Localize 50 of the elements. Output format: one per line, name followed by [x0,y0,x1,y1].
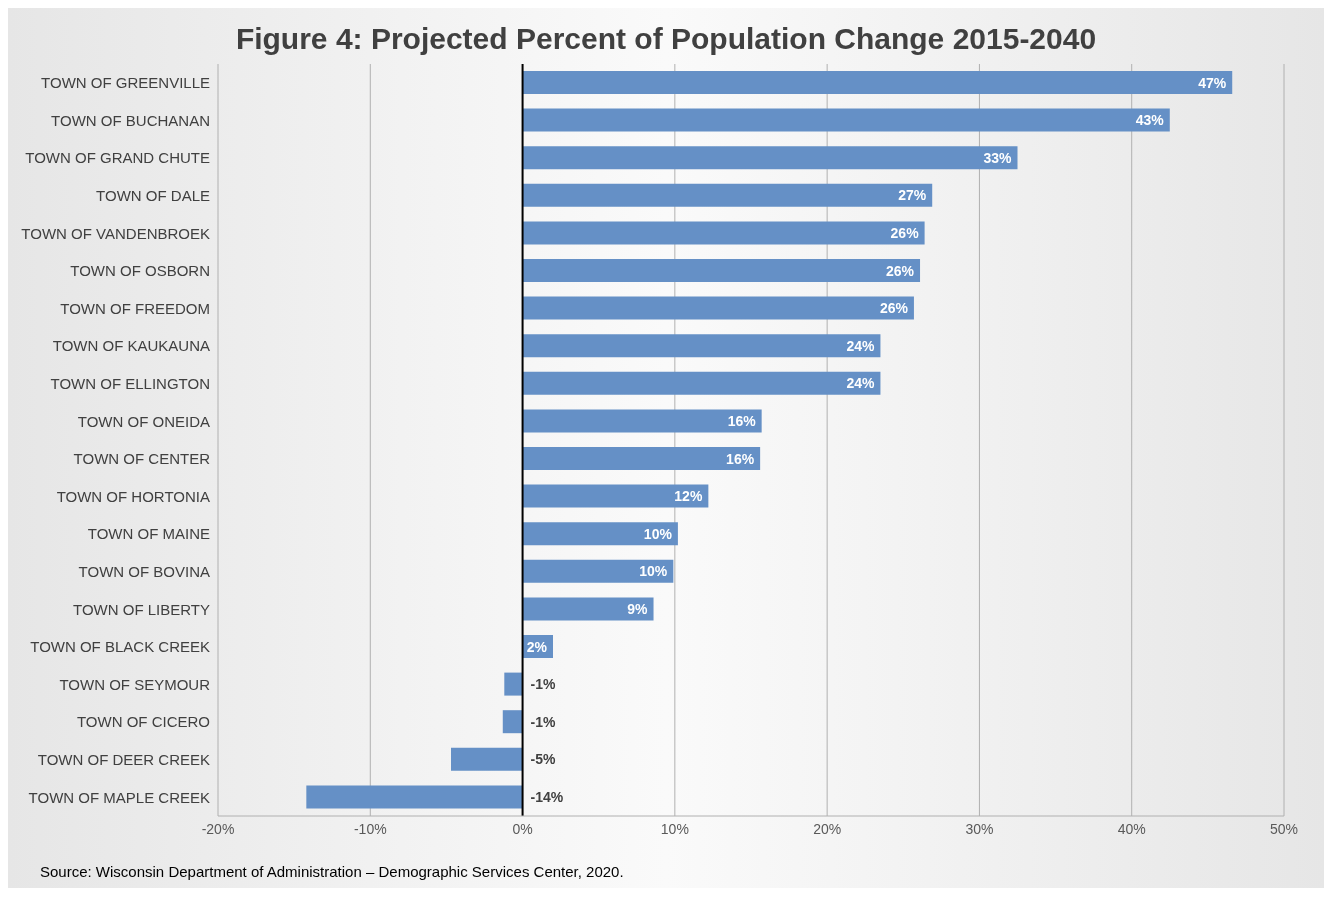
data-label: 10% [639,563,668,580]
data-label: 27% [898,187,927,204]
x-tick-label: 50% [1269,820,1299,837]
y-tick-label: TOWN OF LIBERTY [73,600,210,618]
y-tick-label: TOWN OF CENTER [73,450,211,468]
y-tick-label: TOWN OF ONEIDA [77,412,210,430]
x-tick-label: 20% [813,820,842,837]
x-tick-label: 30% [965,820,994,837]
data-label: 9% [627,600,649,617]
x-tick-label: 0% [512,820,533,837]
y-tick-label: TOWN OF MAPLE CREEK [28,788,210,806]
y-tick-label: TOWN OF BLACK CREEK [30,638,210,656]
data-label: 16% [727,412,757,429]
y-tick-label: TOWN OF MAINE [87,525,210,543]
data-label: -1% [530,676,557,693]
data-label: 2% [526,638,548,655]
y-tick-label: TOWN OF ELLINGTON [50,374,210,392]
y-tick-label: TOWN OF KAUKAUNA [52,337,210,355]
data-label: 12% [674,488,703,505]
y-tick-label: TOWN OF VANDENBROEK [21,224,210,242]
y-tick-label: TOWN OF SEYMOUR [59,675,211,693]
y-tick-label: TOWN OF OSBORN [70,262,210,280]
data-label: 10% [643,525,673,542]
data-label: 26% [879,300,909,317]
x-tick-label: -10% [353,820,387,837]
data-label: 33% [983,149,1013,166]
data-label: 26% [886,262,915,279]
data-label: 24% [846,375,875,392]
y-tick-label: TOWN OF BOVINA [78,562,210,580]
y-tick-label: TOWN OF GREENVILLE [41,74,210,92]
data-label: -1% [530,713,557,730]
data-label: 24% [846,337,875,354]
x-tick-label: -20% [201,820,235,837]
data-label: -14% [530,788,564,805]
source-note: Source: Wisconsin Department of Administration – Demographic Services Center, 2020. [40,863,624,880]
data-label: 43% [1135,112,1165,129]
data-label: 47% [1198,74,1227,91]
chart-title: Figure 4: Projected Percent of Population Change 2015-2040 [234,21,1098,56]
y-tick-label: TOWN OF BUCHANAN [51,111,210,129]
y-tick-label: TOWN OF HORTONIA [56,487,210,505]
data-label: -5% [530,751,557,768]
x-tick-label: 10% [660,820,689,837]
y-tick-label: TOWN OF DALE [96,186,210,204]
data-label: 16% [726,450,755,467]
x-tick-label: 40% [1117,820,1146,837]
data-label: 26% [890,224,920,241]
y-tick-label: TOWN OF DEER CREEK [37,750,210,768]
y-tick-label: TOWN OF CICERO [76,713,210,731]
y-tick-label: TOWN OF FREEDOM [60,299,210,317]
y-tick-label: TOWN OF GRAND CHUTE [25,149,210,167]
